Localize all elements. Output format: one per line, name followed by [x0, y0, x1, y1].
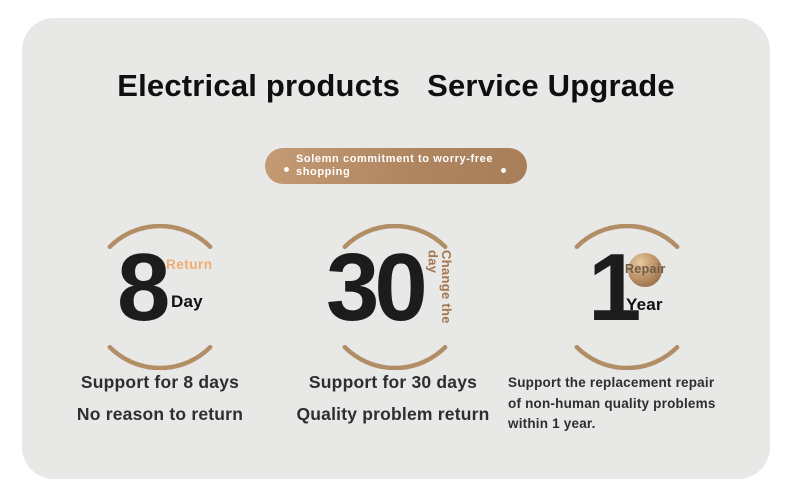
- guarantee-circle-return: 8 Return Day: [87, 224, 233, 370]
- guarantee-number: 8: [117, 234, 171, 341]
- title-left-part: Electrical products: [117, 68, 401, 103]
- desc-line: Support for 8 days: [80, 372, 240, 392]
- desc-line: Support the replacement repair: [508, 375, 715, 390]
- desc-line: Support for 30 days: [308, 372, 478, 392]
- change-the-day-vertical-label: Change the day: [425, 250, 455, 346]
- desc-line: No reason to return: [76, 404, 244, 424]
- repair-description: Support the replacement repair of non-hu…: [508, 373, 770, 435]
- page-title: Electrical products Service Upgrade: [22, 68, 770, 104]
- desc-line: within 1 year.: [508, 416, 596, 431]
- guarantee-circle-change: 30 Change the day: [322, 224, 468, 370]
- return-description: Support for 8 days No reason to return: [40, 372, 280, 425]
- vertical-label-line2: day: [425, 250, 441, 274]
- vertical-label-line1: Change the: [439, 250, 454, 324]
- unit-label: Year: [626, 295, 663, 314]
- change-description: Support for 30 days Quality problem retu…: [273, 372, 513, 425]
- badge-dot-right-icon: [501, 168, 506, 173]
- desc-line: of non-human quality problems: [508, 395, 716, 411]
- badge-text-line2: shopping: [296, 165, 351, 178]
- desc-line: Quality problem return: [296, 404, 490, 424]
- guarantee-circle-repair: 1 Repair Year: [554, 224, 700, 370]
- return-tag-label: Return: [166, 257, 213, 272]
- badge-text: Solemn commitment to worry-free shopping: [296, 153, 493, 178]
- guarantee-number: 30: [326, 234, 428, 341]
- badge-text-line1: Solemn commitment to worry-free: [296, 153, 494, 165]
- unit-label: Day: [171, 292, 203, 311]
- title-right-part: Service Upgrade: [427, 68, 675, 103]
- repair-tag-label: Repair: [625, 262, 666, 276]
- background-card: [22, 18, 770, 479]
- guarantee-number: 1: [588, 234, 642, 341]
- circle-arcs-icon: [107, 224, 213, 370]
- bronze-sphere-icon: [628, 253, 662, 287]
- circle-arcs-icon: [342, 224, 448, 370]
- circle-arcs-icon: [574, 224, 680, 370]
- commitment-badge: Solemn commitment to worry-free shopping: [265, 148, 527, 184]
- badge-dot-left-icon: [284, 167, 289, 172]
